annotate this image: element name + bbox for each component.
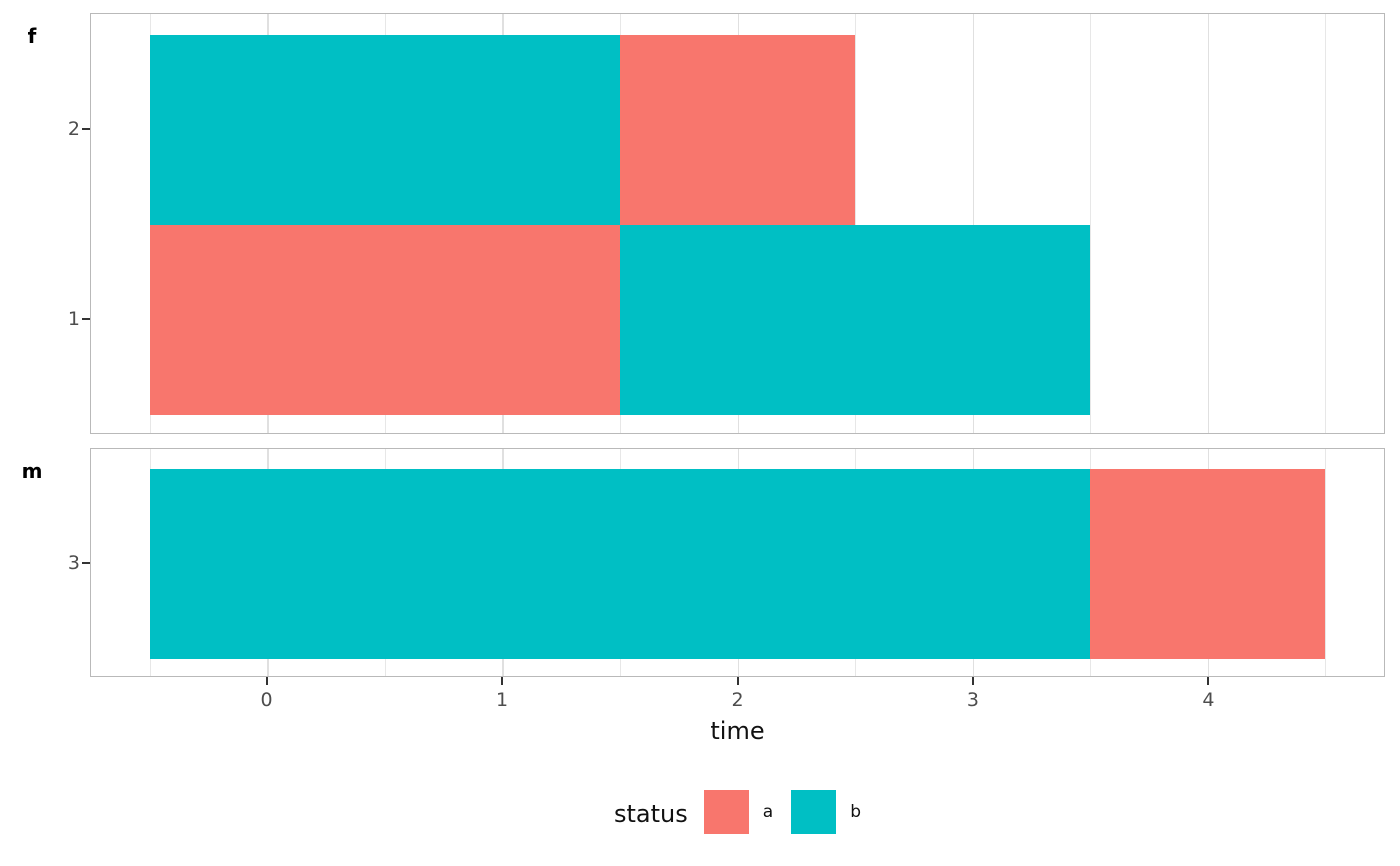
x-gridline-minor: [855, 14, 857, 433]
bar-segment-a: [1090, 468, 1326, 659]
x-gridline-major: [1207, 14, 1210, 433]
x-axis-title: time: [710, 717, 765, 745]
bar-segment-b: [149, 34, 620, 225]
facet-panel-m: [90, 448, 1385, 677]
legend-label: a: [762, 802, 774, 822]
legend-swatch-a: [703, 790, 749, 834]
y-tick-mark: [82, 317, 90, 320]
x-tick-label: 3: [966, 689, 979, 711]
x-gridline-minor: [1325, 14, 1327, 433]
x-gridline-minor: [1090, 14, 1092, 433]
legend-label: b: [850, 802, 861, 822]
bar-segment-b: [619, 224, 1091, 415]
x-tick-mark: [736, 677, 739, 685]
bar-segment-a: [619, 34, 856, 225]
facet-panel-f: [90, 13, 1385, 434]
x-tick-label: 4: [1202, 689, 1215, 711]
y-tick-label: 2: [67, 117, 80, 140]
x-gridline-minor: [1325, 449, 1327, 676]
facet-strip-label-m: m: [21, 459, 43, 483]
y-tick-mark: [82, 561, 90, 564]
x-tick-label: 0: [260, 689, 273, 711]
x-tick-mark: [265, 677, 268, 685]
x-gridline-major: [972, 14, 975, 433]
legend-title: status: [614, 800, 688, 828]
y-tick-label: 3: [67, 551, 80, 574]
x-tick-mark: [1207, 677, 1210, 685]
facet-strip-label-f: f: [27, 24, 37, 48]
legend-item-a: a: [703, 790, 774, 834]
x-tick-label: 2: [731, 689, 744, 711]
legend-swatch-b: [791, 790, 837, 834]
y-tick-label: 1: [67, 307, 80, 330]
x-tick-mark: [971, 677, 974, 685]
x-tick-mark: [501, 677, 504, 685]
legend-item-b: b: [791, 790, 861, 834]
bar-segment-b: [149, 468, 1091, 659]
bar-segment-a: [149, 224, 620, 415]
y-tick-mark: [82, 127, 90, 130]
x-tick-label: 1: [495, 689, 509, 711]
